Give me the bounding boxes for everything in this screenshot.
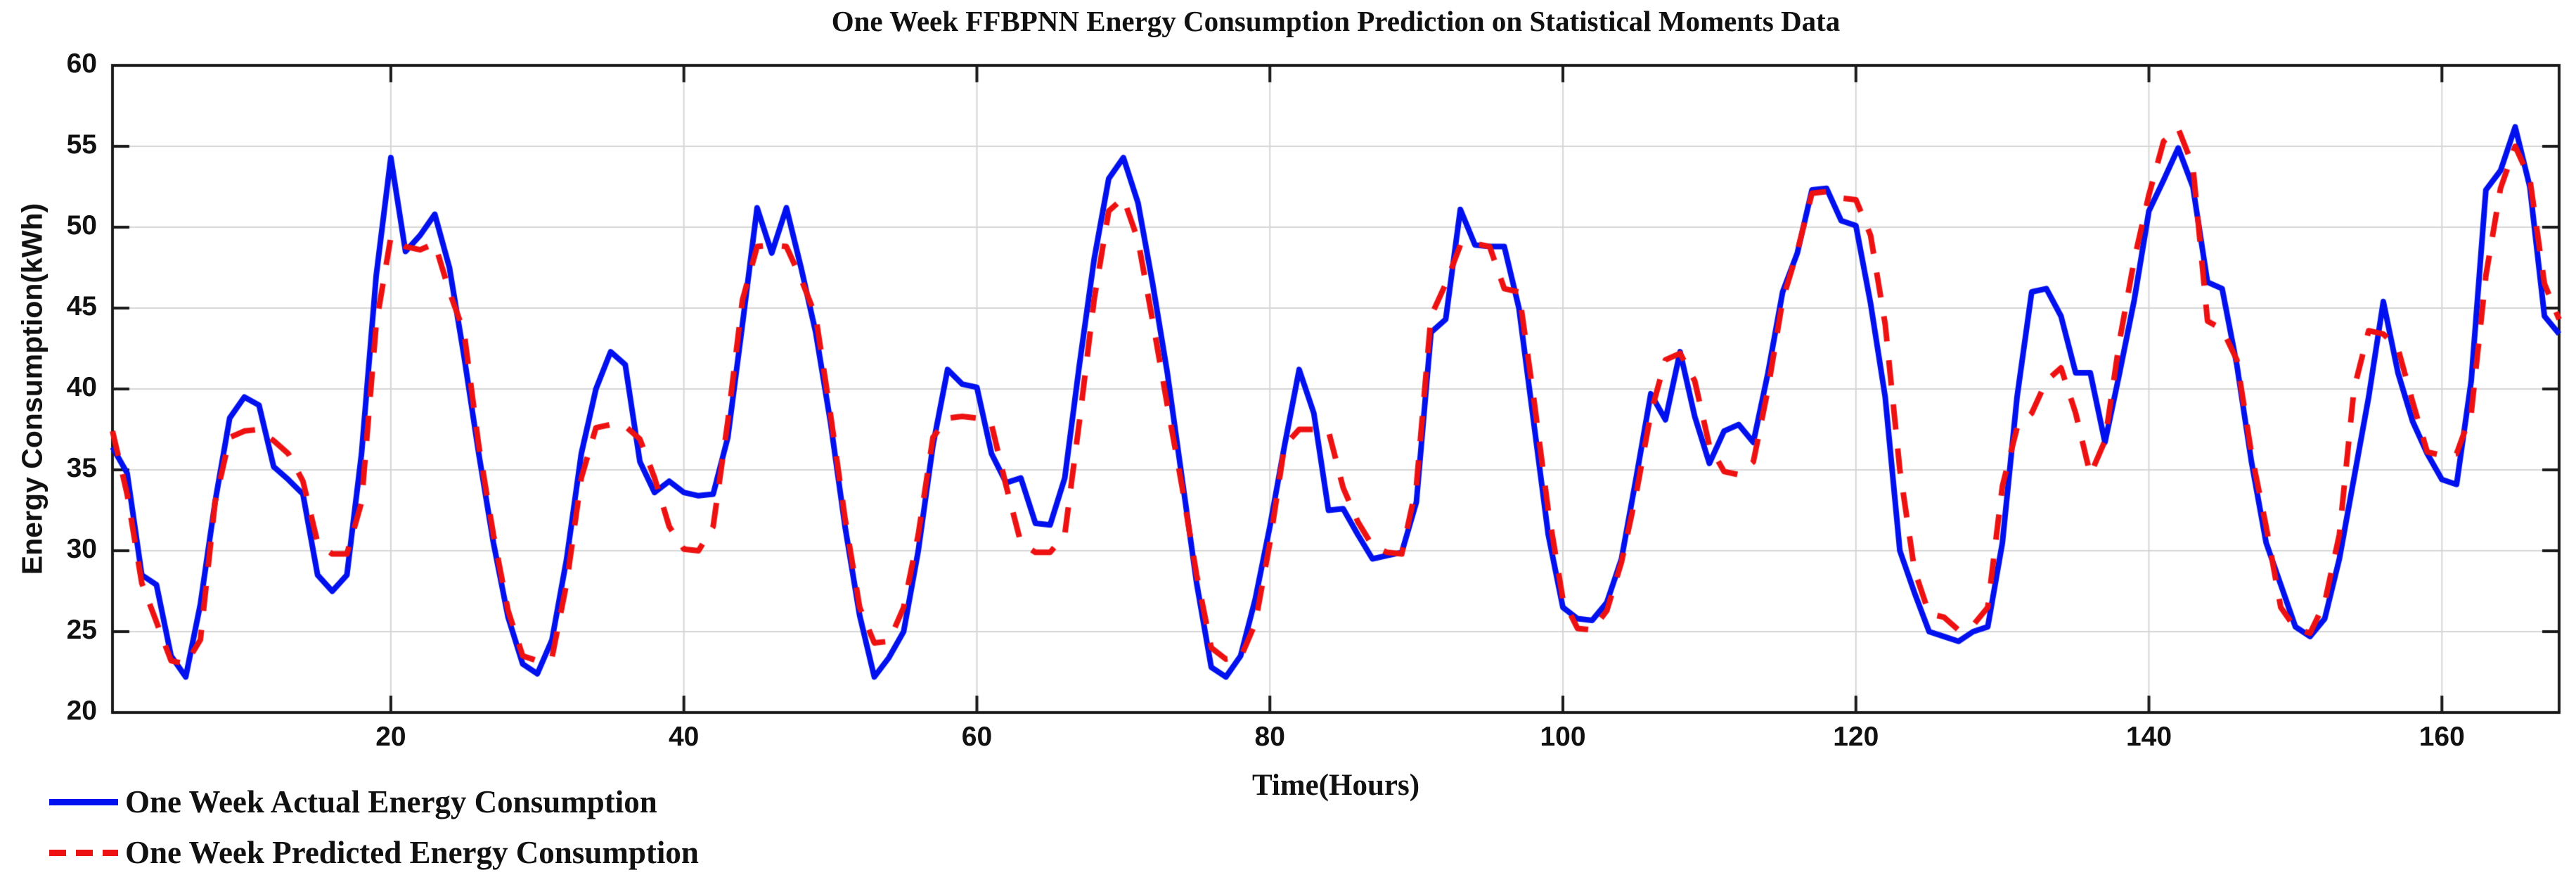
x-tick-label-20: 20 — [375, 722, 406, 752]
y-tick-label-40: 40 — [66, 372, 97, 402]
legend-item-predicted: One Week Predicted Energy Consumption — [49, 827, 699, 875]
y-tick-label-20: 20 — [66, 696, 97, 726]
y-tick-label-45: 45 — [66, 291, 97, 321]
legend: One Week Actual Energy Consumption One W… — [49, 777, 699, 875]
x-tick-label-60: 60 — [961, 722, 993, 752]
y-tick-label-50: 50 — [66, 210, 97, 241]
y-tick-label-60: 60 — [66, 49, 97, 79]
x-tick-label-40: 40 — [668, 722, 700, 752]
x-tick-label-100: 100 — [1540, 722, 1586, 752]
y-tick-label-55: 55 — [66, 129, 97, 160]
x-tick-label-140: 140 — [2125, 722, 2172, 752]
y-tick-label-25: 25 — [66, 615, 97, 645]
x-tick-label-120: 120 — [1833, 722, 1879, 752]
x-tick-label-80: 80 — [1254, 722, 1285, 752]
legend-item-actual: One Week Actual Energy Consumption — [49, 777, 699, 827]
legend-line-sample-actual — [49, 798, 118, 805]
legend-label-predicted: One Week Predicted Energy Consumption — [125, 835, 699, 870]
y-tick-label-35: 35 — [66, 453, 97, 483]
y-tick-label-30: 30 — [66, 534, 97, 564]
x-axis-label: Time(Hours) — [1251, 769, 1420, 802]
chart-title: One Week FFBPNN Energy Consumption Predi… — [831, 5, 1841, 37]
legend-line-sample-predicted — [49, 849, 118, 856]
legend-label-actual: One Week Actual Energy Consumption — [125, 784, 657, 819]
x-tick-label-160: 160 — [2419, 722, 2465, 752]
